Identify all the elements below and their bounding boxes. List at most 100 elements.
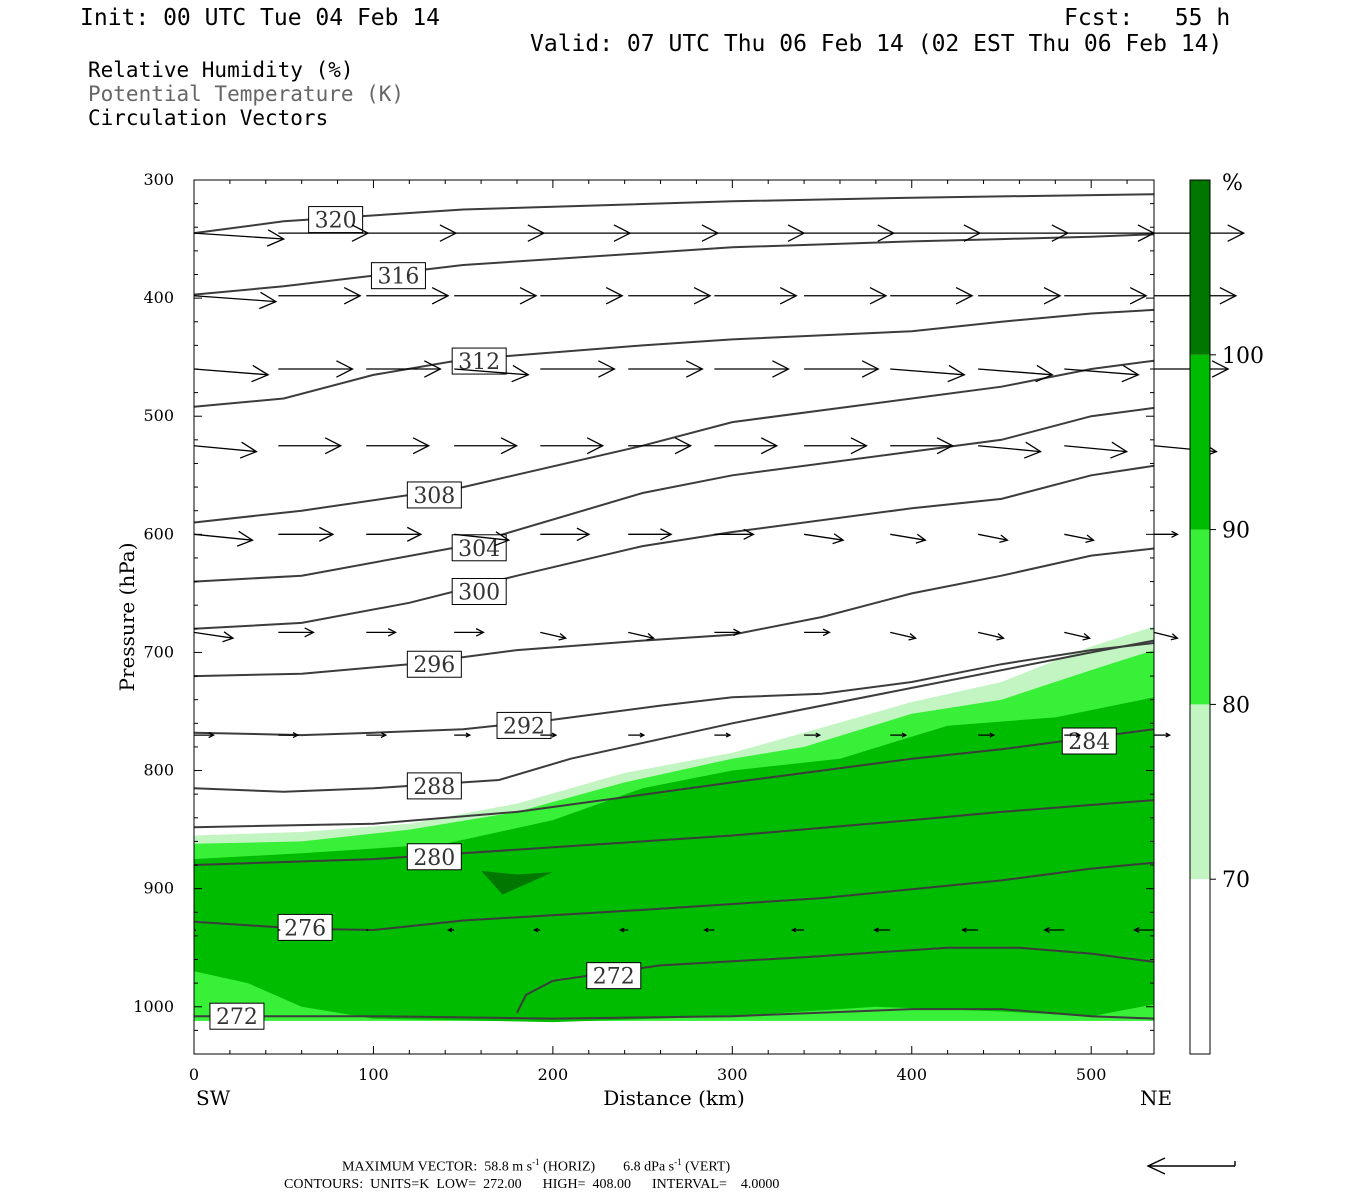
y-tick-label: 300 xyxy=(143,170,174,189)
vector-shaft xyxy=(890,631,916,639)
vector-head xyxy=(519,286,538,305)
vector-head xyxy=(239,441,258,459)
vector-head xyxy=(1121,364,1140,383)
vector-shaft xyxy=(540,631,566,639)
theta-contour-304 xyxy=(193,406,1155,583)
vector-head xyxy=(686,360,704,378)
valid-time: Valid: 07 UTC Thu 06 Feb 14 (02 EST Thu … xyxy=(530,31,1223,57)
y-tick-label: 600 xyxy=(143,524,174,543)
circulation-vector xyxy=(804,628,831,637)
x-tick-label: 100 xyxy=(358,1065,389,1084)
vector-head xyxy=(304,627,315,638)
circulation-vector xyxy=(1153,631,1179,641)
circulation-vector xyxy=(194,732,215,739)
circulation-vector xyxy=(978,441,1042,459)
plot-frame xyxy=(193,179,1155,1055)
vector-shaft xyxy=(193,631,234,639)
vector-head xyxy=(343,286,362,305)
theta-label-box xyxy=(209,1002,265,1030)
circulation-vector xyxy=(1064,732,1082,738)
vector-head xyxy=(1227,224,1246,242)
vector-head xyxy=(533,927,539,933)
circulation-vector xyxy=(1064,286,1148,305)
vector-head xyxy=(292,732,300,739)
circulation-vector xyxy=(454,531,511,547)
theta-label-284: 284 xyxy=(1061,727,1117,755)
theta-label-box xyxy=(406,650,462,678)
vector-head xyxy=(861,360,880,378)
circulation-vector xyxy=(714,732,732,738)
theta-contour-296 xyxy=(193,547,1155,678)
vector-head xyxy=(586,437,605,455)
theta-contour-272 xyxy=(516,946,1155,1014)
circulation-vector xyxy=(366,286,450,305)
theta-label-272: 272 xyxy=(209,1002,265,1030)
colorbar-segment-1 xyxy=(1190,704,1210,880)
vector-head xyxy=(259,291,278,310)
reference-vector-arrow xyxy=(1146,1157,1236,1175)
circulation-vector xyxy=(978,364,1054,383)
x-tick-label: 400 xyxy=(896,1065,927,1084)
rh-fill-100 xyxy=(481,870,553,895)
vector-head xyxy=(598,360,616,378)
circulation-vector xyxy=(540,437,605,455)
rh-fill-90 xyxy=(194,697,1154,1023)
vector-shaft xyxy=(193,368,269,376)
colorbar-frame xyxy=(1189,179,1211,1055)
circulation-vector xyxy=(366,732,388,739)
vector-shaft xyxy=(978,533,1008,541)
vector-head xyxy=(693,286,712,305)
x-tick-label: 300 xyxy=(717,1065,748,1084)
theta-label-box xyxy=(1061,727,1117,755)
circulation-vector xyxy=(278,732,300,739)
circulation-vector xyxy=(890,437,955,455)
vector-head xyxy=(1075,732,1082,738)
theta-label-box xyxy=(406,772,462,800)
circulation-vector xyxy=(714,528,755,540)
circulation-vector xyxy=(703,927,715,933)
theta-label-288: 288 xyxy=(406,772,462,800)
vector-shaft xyxy=(890,533,926,541)
vector-shaft xyxy=(193,232,284,240)
theta-contour-300 xyxy=(193,464,1155,630)
circulation-vector xyxy=(978,732,996,738)
theta-label-292: 292 xyxy=(496,711,552,739)
circulation-vector xyxy=(540,527,591,542)
circulation-vector xyxy=(278,360,354,378)
circulation-vector xyxy=(890,631,917,641)
circulation-vector xyxy=(540,360,616,378)
vector-head xyxy=(832,533,845,545)
circulation-vector xyxy=(1154,530,1179,538)
colorbar-level-label: 70 xyxy=(1222,868,1250,893)
vector-head xyxy=(1165,732,1172,738)
vector-head xyxy=(790,927,797,933)
forecast-hour: Fcst: 55 h xyxy=(1064,5,1231,31)
vector-head xyxy=(772,360,790,378)
theta-label-text: 316 xyxy=(377,265,419,290)
circulation-vector xyxy=(1043,926,1065,934)
vector-head xyxy=(619,927,625,933)
circulation-vector xyxy=(804,437,868,455)
colorbar-segment-2 xyxy=(1190,529,1210,705)
vector-head xyxy=(873,927,879,933)
legend-theta: Potential Temperature (K) xyxy=(88,82,405,106)
theta-contour-280 xyxy=(193,799,1155,866)
circulation-vector xyxy=(366,437,431,455)
vector-head xyxy=(236,530,254,547)
vector-shaft xyxy=(193,295,276,303)
reference-vector-head xyxy=(1146,1157,1166,1175)
vector-head xyxy=(1211,360,1230,378)
vector-head xyxy=(222,631,235,643)
circulation-vector xyxy=(619,927,629,933)
vector-head xyxy=(915,533,927,544)
vector-head xyxy=(1023,441,1042,459)
vector-head xyxy=(558,633,568,641)
theta-label-text: 288 xyxy=(413,775,455,800)
y-tick-label: 1000 xyxy=(133,997,174,1016)
theta-label-box xyxy=(586,962,642,990)
theta-label-box xyxy=(451,578,507,606)
circulation-vector xyxy=(366,526,423,542)
circulation-vector xyxy=(193,364,270,383)
x-tick-label: 0 xyxy=(189,1065,199,1084)
